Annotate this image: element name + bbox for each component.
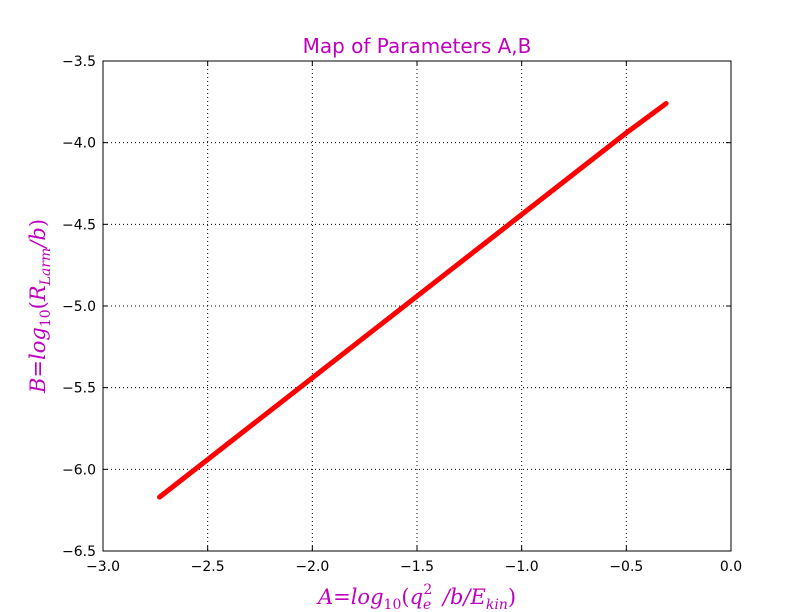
x-tick-label: −0.5 bbox=[609, 559, 643, 575]
y-tick-label: −4.0 bbox=[62, 136, 96, 152]
series-layer bbox=[157, 101, 669, 500]
y-tick-label: −5.0 bbox=[62, 299, 96, 315]
data-point bbox=[205, 457, 210, 462]
data-point bbox=[157, 495, 162, 500]
y-axis-label: B=log10(RLarm/b) bbox=[26, 219, 54, 394]
x-tick-label: −1.5 bbox=[400, 559, 434, 575]
x-tick-label: −2.5 bbox=[191, 559, 225, 575]
series-line bbox=[157, 101, 669, 500]
data-point bbox=[310, 375, 315, 380]
x-tick-label: −3.0 bbox=[86, 559, 120, 575]
x-tick-label: 0.0 bbox=[720, 559, 742, 575]
x-tick-label: −2.0 bbox=[295, 559, 329, 575]
y-tick-label: −5.5 bbox=[62, 381, 96, 397]
y-tick-label: −6.5 bbox=[62, 544, 96, 560]
x-tick-label: −1.0 bbox=[505, 559, 539, 575]
tick-marks bbox=[102, 60, 732, 552]
data-point bbox=[519, 212, 524, 217]
x-axis-tick-labels: −3.0 −2.5 −2.0 −1.5 −1.0 −0.5 0.0 bbox=[86, 559, 742, 575]
y-axis-tick-labels: −3.5 −4.0 −4.5 −5.0 −5.5 −6.0 −6.5 bbox=[62, 54, 96, 560]
data-point bbox=[664, 101, 669, 106]
x-axis-label: A=log10(qe2 /b/Ekin) bbox=[316, 582, 516, 612]
y-tick-label: −3.5 bbox=[62, 54, 96, 70]
y-tick-label: −4.5 bbox=[62, 217, 96, 233]
grid bbox=[103, 61, 731, 551]
chart-title: Map of Parameters A,B bbox=[303, 34, 532, 58]
y-tick-label: −6.0 bbox=[62, 462, 96, 478]
data-point bbox=[624, 130, 629, 135]
data-point bbox=[415, 294, 419, 299]
